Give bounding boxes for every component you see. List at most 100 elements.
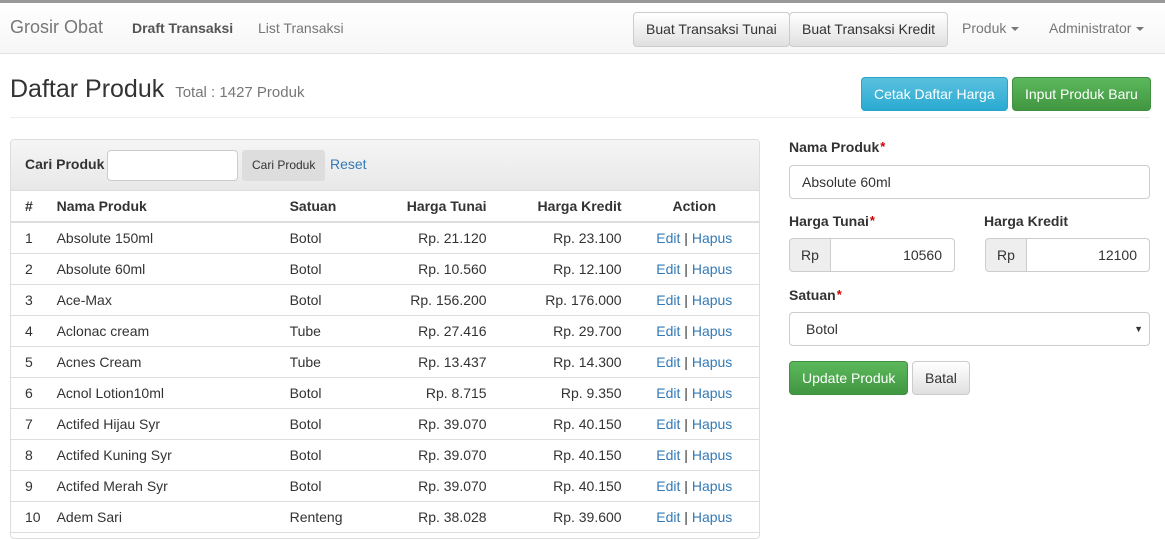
table-row: 7 Actifed Hijau Syr Botol Rp. 39.070 Rp. 40.… — [11, 408, 759, 440]
row-harga-tunai: Rp. 13.437 — [381, 346, 495, 378]
edit-link[interactable]: Edit — [656, 446, 681, 463]
row-harga-tunai: Rp. 38.028 — [381, 501, 495, 533]
administrator-dropdown[interactable]: Administrator — [1049, 20, 1145, 36]
harga-tunai-input[interactable]: 10560 — [831, 238, 955, 272]
divider — [10, 117, 1150, 118]
buat-transaksi-tunai-button[interactable]: Buat Transaksi Tunai — [633, 12, 790, 47]
row-number: 8 — [11, 439, 49, 471]
row-harga-tunai: Rp. 156.200 — [381, 284, 495, 316]
row-harga-tunai: Rp. 39.070 — [381, 439, 495, 471]
row-harga-kredit: Rp. 14.300 — [494, 346, 630, 378]
hapus-link[interactable]: Hapus — [691, 477, 733, 494]
input-produk-baru-button[interactable]: Input Produk Baru — [1012, 77, 1151, 111]
hapus-link[interactable]: Hapus — [691, 322, 733, 339]
edit-link[interactable]: Edit — [656, 477, 681, 494]
buat-transaksi-kredit-button[interactable]: Buat Transaksi Kredit — [789, 12, 949, 47]
separator: | — [684, 415, 688, 432]
row-harga-tunai: Rp. 39.070 — [381, 408, 495, 440]
nama-produk-input[interactable]: Absolute 60ml — [789, 165, 1150, 199]
nav-draft-transaksi[interactable]: Draft Transaksi — [132, 20, 234, 36]
hapus-link[interactable]: Hapus — [691, 260, 733, 277]
table-row: 3 Ace-Max Botol Rp. 156.200 Rp. 176.000 Edit … — [11, 284, 759, 316]
harga-kredit-input[interactable]: 12100 — [1027, 238, 1150, 272]
table-header: # Nama Produk Satuan Harga Tunai Harga K… — [11, 191, 759, 223]
required-marker: * — [880, 139, 886, 154]
product-table: # Nama Produk Satuan Harga Tunai Harga K… — [11, 191, 759, 533]
table-row: 4 Aclonac cream Tube Rp. 27.416 Rp. 29.700 Ed… — [11, 315, 759, 347]
hapus-link[interactable]: Hapus — [691, 353, 733, 370]
row-nama: Aclonac cream — [48, 315, 282, 347]
row-harga-kredit: Rp. 29.700 — [494, 315, 630, 347]
harga-tunai-label: Harga Tunai* — [789, 213, 875, 229]
edit-link[interactable]: Edit — [656, 229, 681, 246]
update-produk-button[interactable]: Update Produk — [789, 361, 909, 395]
cetak-daftar-harga-button[interactable]: Cetak Daftar Harga — [861, 77, 1008, 111]
row-satuan: Tube — [281, 346, 382, 378]
search-label: Cari Produk — [25, 156, 105, 172]
separator: | — [684, 384, 688, 401]
hapus-link[interactable]: Hapus — [691, 229, 733, 246]
table-row: 1 Absolute 150ml Botol Rp. 21.120 Rp. 23.100… — [11, 222, 759, 254]
reset-link[interactable]: Reset — [330, 156, 367, 172]
edit-link[interactable]: Edit — [656, 322, 681, 339]
row-satuan: Botol — [281, 253, 382, 285]
row-satuan: Botol — [281, 408, 382, 440]
edit-link[interactable]: Edit — [656, 353, 681, 370]
title-text: Daftar Produk — [10, 75, 165, 103]
produk-label: Produk — [962, 20, 1007, 36]
row-number: 1 — [11, 222, 49, 254]
row-satuan: Tube — [281, 315, 382, 347]
hapus-link[interactable]: Hapus — [691, 291, 733, 308]
row-satuan: Botol — [281, 470, 382, 502]
search-input[interactable] — [107, 150, 238, 181]
row-harga-kredit: Rp. 40.150 — [494, 470, 630, 502]
col-satuan: Satuan — [281, 191, 382, 223]
row-satuan: Botol — [281, 284, 382, 316]
row-number: 4 — [11, 315, 49, 347]
row-satuan: Botol — [281, 222, 382, 254]
hapus-link[interactable]: Hapus — [691, 384, 733, 401]
separator: | — [684, 446, 688, 463]
hapus-link[interactable]: Hapus — [691, 446, 733, 463]
page-title: Daftar Produk Total : 1427 Produk — [10, 75, 304, 104]
search-button[interactable]: Cari Produk — [242, 150, 326, 181]
row-action: Edit | Hapus — [629, 501, 759, 533]
edit-link[interactable]: Edit — [656, 291, 681, 308]
row-number: 3 — [11, 284, 49, 316]
row-nama: Ace-Max — [48, 284, 282, 316]
satuan-value: Botol — [806, 321, 838, 337]
row-action: Edit | Hapus — [629, 284, 759, 316]
hapus-link[interactable]: Hapus — [691, 415, 733, 432]
row-harga-kredit: Rp. 40.150 — [494, 439, 630, 471]
hapus-link[interactable]: Hapus — [691, 508, 733, 525]
navbar: Grosir Obat Draft Transaksi List Transak… — [0, 3, 1165, 54]
satuan-select[interactable]: Botol ▼ — [789, 312, 1150, 346]
nama-produk-label: Nama Produk* — [789, 139, 886, 155]
col-nama: Nama Produk — [48, 191, 282, 223]
row-number: 9 — [11, 470, 49, 502]
row-harga-kredit: Rp. 176.000 — [494, 284, 630, 316]
separator: | — [684, 229, 688, 246]
row-harga-kredit: Rp. 23.100 — [494, 222, 630, 254]
row-nama: Absolute 60ml — [48, 253, 282, 285]
brand[interactable]: Grosir Obat — [10, 17, 104, 37]
table-row: 2 Absolute 60ml Botol Rp. 10.560 Rp. 12.100 E… — [11, 253, 759, 285]
page-subtitle: Total : 1427 Produk — [175, 84, 305, 101]
edit-link[interactable]: Edit — [656, 260, 681, 277]
row-harga-tunai: Rp. 21.120 — [381, 222, 495, 254]
currency-addon: Rp — [985, 238, 1027, 272]
row-action: Edit | Hapus — [629, 408, 759, 440]
separator: | — [684, 508, 688, 525]
col-harga-tunai: Harga Tunai — [381, 191, 495, 223]
edit-link[interactable]: Edit — [656, 508, 681, 525]
row-action: Edit | Hapus — [629, 439, 759, 471]
row-nama: Actifed Hijau Syr — [48, 408, 282, 440]
edit-link[interactable]: Edit — [656, 384, 681, 401]
batal-button[interactable]: Batal — [912, 361, 970, 395]
produk-dropdown[interactable]: Produk — [962, 20, 1020, 36]
separator: | — [684, 260, 688, 277]
table-row: 9 Actifed Merah Syr Botol Rp. 39.070 Rp. 40.… — [11, 470, 759, 502]
nav-list-transaksi[interactable]: List Transaksi — [258, 20, 344, 36]
row-nama: Acnes Cream — [48, 346, 282, 378]
edit-link[interactable]: Edit — [656, 415, 681, 432]
